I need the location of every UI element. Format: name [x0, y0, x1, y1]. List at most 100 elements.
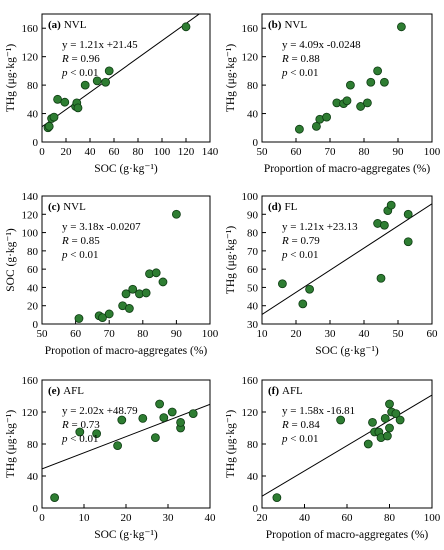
- x-tick-label: 70: [104, 328, 116, 340]
- data-point: [155, 399, 165, 409]
- regression-equation: y = 3.18x -0.0207: [62, 221, 141, 233]
- y-tick-label: 90: [247, 209, 259, 221]
- data-point: [104, 309, 114, 319]
- site-name: AFL: [63, 385, 84, 397]
- y-axis-label: THg (μg·kg⁻¹): [5, 44, 17, 113]
- panel-c: 50 60 70 80 90 100 0 20 40 60 80 100 120 140 Propotion…: [5, 191, 219, 357]
- data-point: [396, 22, 406, 32]
- y-tick-label: 160: [22, 375, 39, 387]
- regression-equation: y = 1.21x +21.45: [62, 39, 138, 51]
- data-point: [376, 273, 386, 283]
- y-tick-label: 80: [27, 246, 39, 258]
- r-symbol: R: [61, 53, 69, 65]
- y-tick-label: 160: [242, 375, 259, 387]
- y-tick-label: 120: [242, 52, 259, 64]
- regression-line: [262, 394, 432, 497]
- y-tick-label: 40: [27, 109, 39, 121]
- r-symbol: R: [281, 53, 289, 65]
- x-axis-label: Proportion of macro-aggregates (%): [264, 163, 431, 175]
- x-tick-label: 90: [393, 146, 405, 158]
- data-point: [44, 121, 54, 131]
- x-tick-label: 20: [121, 512, 133, 524]
- y-tick-label: 50: [247, 282, 259, 294]
- p-symbol: p: [281, 249, 288, 261]
- data-point: [92, 76, 102, 86]
- x-tick-label: 60: [291, 146, 303, 158]
- x-tick-label: 60: [109, 146, 121, 158]
- data-point: [92, 429, 101, 439]
- y-tick-label: 40: [247, 471, 259, 483]
- x-tick-label: 50: [37, 328, 49, 340]
- p-symbol: p: [61, 249, 68, 261]
- data-point: [391, 409, 401, 419]
- panel-label: (b) NVL: [268, 19, 307, 31]
- r-symbol: R: [281, 235, 289, 247]
- data-point: [50, 493, 59, 503]
- r-statistic: R = 0.96: [61, 53, 100, 65]
- y-tick-label: 100: [242, 191, 259, 203]
- data-point: [158, 277, 168, 287]
- r-value: = 0.88: [289, 53, 320, 65]
- y-tick-label: 40: [27, 282, 39, 294]
- y-tick-label: 0: [33, 319, 39, 331]
- r-value: = 0.85: [69, 235, 100, 247]
- data-point: [101, 77, 110, 87]
- site-name: NVL: [284, 19, 307, 31]
- x-tick-label: 60: [70, 328, 82, 340]
- data-point: [294, 124, 304, 134]
- panel-label: (e) AFL: [48, 385, 84, 397]
- x-axis-label: Propotion of macro-aggregates (%): [45, 345, 208, 357]
- data-point: [98, 313, 107, 323]
- y-tick-label: 60: [247, 264, 259, 276]
- data-point: [113, 441, 122, 451]
- site-name: AFL: [282, 385, 303, 397]
- data-point: [385, 399, 394, 409]
- p-statistic: p < 0.01: [61, 433, 98, 445]
- p-symbol: p: [61, 433, 68, 445]
- data-point: [366, 77, 376, 87]
- panel-label: (a) NVL: [48, 19, 87, 31]
- data-point: [128, 284, 138, 294]
- r-value: = 0.73: [69, 419, 100, 431]
- x-tick-label: 60: [342, 512, 354, 524]
- y-tick-label: 30: [247, 319, 259, 331]
- data-point: [188, 409, 198, 419]
- data-point: [380, 413, 390, 423]
- y-tick-label: 160: [22, 23, 39, 35]
- y-tick-label: 0: [33, 503, 39, 515]
- p-value: < 0.01: [288, 433, 319, 445]
- y-axis-label: SOC (g·kg⁻¹): [5, 228, 17, 292]
- p-value: < 0.01: [68, 67, 99, 79]
- x-tick-label: 100: [424, 146, 441, 158]
- p-statistic: p < 0.01: [281, 249, 318, 261]
- data-point: [373, 66, 383, 76]
- panel-letter: (d): [268, 201, 282, 213]
- x-tick-label: 60: [427, 328, 439, 340]
- y-tick-label: 80: [247, 80, 259, 92]
- data-point: [150, 433, 160, 443]
- data-point: [73, 103, 83, 113]
- x-tick-label: 10: [257, 328, 269, 340]
- data-point: [121, 289, 131, 299]
- data-point: [342, 96, 352, 106]
- data-point: [403, 237, 413, 247]
- data-point: [167, 407, 177, 417]
- r-statistic: R = 0.79: [281, 235, 320, 247]
- r-symbol: R: [61, 235, 69, 247]
- x-tick-label: 0: [39, 512, 45, 524]
- y-tick-label: 80: [27, 439, 39, 451]
- data-point: [117, 415, 127, 425]
- panel-a: 0 20 40 60 80 100 120 140 0 40 80 120 160 SOC (g·kg⁻¹…: [5, 13, 219, 175]
- p-statistic: p < 0.01: [281, 433, 318, 445]
- panel-letter: (f): [268, 385, 279, 397]
- y-tick-label: 70: [247, 246, 259, 258]
- x-tick-label: 90: [171, 328, 183, 340]
- x-tick-label: 30: [325, 328, 337, 340]
- p-statistic: p < 0.01: [61, 67, 98, 79]
- x-tick-label: 20: [257, 512, 269, 524]
- r-statistic: R = 0.85: [61, 235, 100, 247]
- data-point: [181, 22, 191, 32]
- x-axis-label: Propotion of macro-aggregates (%): [266, 529, 429, 541]
- data-point: [75, 427, 85, 437]
- panel-b: 50 60 70 80 90 100 0 40 80 120 160 Proportion of ma…: [225, 13, 441, 175]
